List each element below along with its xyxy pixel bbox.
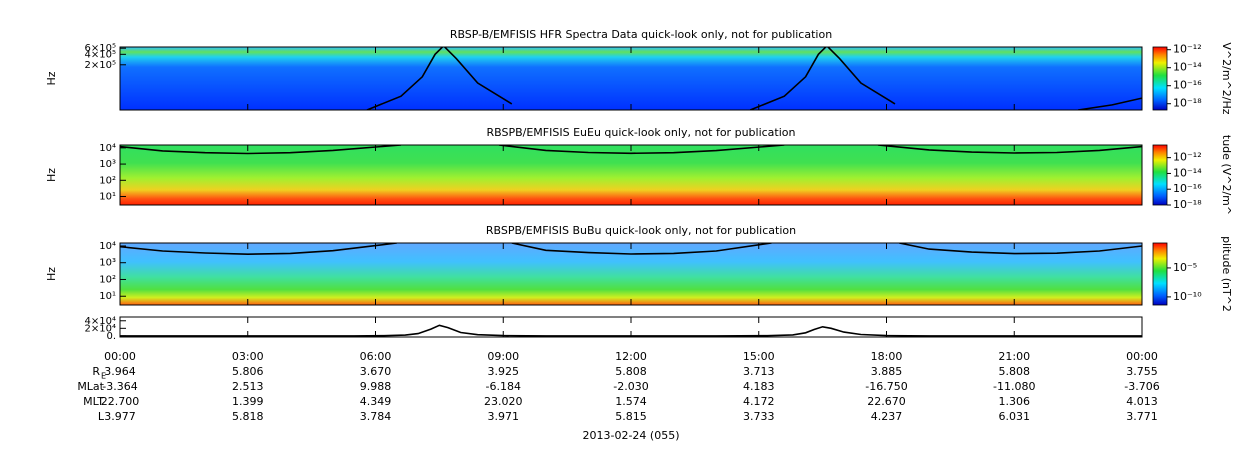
ephemeris-value: 5.815 — [615, 410, 647, 423]
ephemeris-value: 3.784 — [360, 410, 392, 423]
y-tick-label: 10² — [99, 175, 116, 186]
x-tick-label: 15:00 — [743, 350, 775, 363]
colorbar-tick-label: 10⁻¹⁶ — [1173, 182, 1202, 195]
colorbar-tick-label: 10⁻¹⁸ — [1173, 198, 1202, 211]
ephemeris-value: 4.183 — [743, 380, 775, 393]
x-tick-label: 00:00 — [104, 350, 136, 363]
ephemeris-value: 4.237 — [871, 410, 903, 423]
ephemeris-value: 4.349 — [360, 395, 392, 408]
ephemeris-value: 4.013 — [1126, 395, 1158, 408]
ephemeris-value: 1.306 — [999, 395, 1031, 408]
ephemeris-value: 1.574 — [615, 395, 647, 408]
y-tick-label: 4×10⁵ — [85, 49, 116, 60]
y-tick-label: 0. — [106, 331, 116, 342]
y-tick-label: 2×10⁵ — [85, 60, 116, 71]
y-tick-label: 10³ — [99, 159, 116, 170]
y-tick-label: 2×10⁴ — [85, 323, 116, 334]
y-tick-label: 10⁴ — [99, 143, 116, 154]
line-series — [120, 324, 1142, 337]
date-label: 2013-02-24 (055) — [582, 429, 679, 442]
y-tick-label: 10¹ — [99, 192, 116, 203]
colorbar-tick-label: 10⁻¹² — [1173, 151, 1202, 164]
panel-title: RBSPB/EMFISIS BuBu quick-look only, not … — [486, 224, 796, 237]
ephemeris-value: 22.670 — [867, 395, 906, 408]
colorbar — [1152, 46, 1168, 111]
ephemeris-value: -3.706 — [1124, 380, 1159, 393]
colorbar-tick-label: 10⁻¹⁴ — [1173, 61, 1202, 74]
ephemeris-row-label: MLat — [77, 380, 104, 393]
ephemeris-value: 3.885 — [871, 365, 903, 378]
y-axis-label: Hz — [45, 267, 58, 281]
colorbar-label: V^2/m^2/Hz — [1220, 42, 1233, 114]
panel-title: RBSPB/EMFISIS EuEu quick-look only, not … — [486, 126, 795, 139]
ephemeris-value: 5.808 — [999, 365, 1031, 378]
ephemeris-value: 3.971 — [488, 410, 520, 423]
y-tick-label: 4×10⁴ — [85, 316, 116, 327]
x-tick-label: 12:00 — [615, 350, 647, 363]
colorbar-tick-label: 10⁻¹² — [1173, 43, 1202, 56]
ephemeris-value: 3.964 — [104, 365, 136, 378]
overlay-curve — [120, 243, 1142, 256]
ephemeris-value: 4.172 — [743, 395, 775, 408]
ephemeris-row-label: R — [92, 365, 100, 378]
ephemeris-value: 3.755 — [1126, 365, 1158, 378]
ephemeris-value: -6.184 — [486, 380, 521, 393]
colorbar-tick-label: 10⁻¹⁶ — [1173, 79, 1202, 92]
panel-title: RBSP-B/EMFISIS HFR Spectra Data quick-lo… — [450, 28, 832, 41]
ephemeris-value: 3.670 — [360, 365, 392, 378]
ephemeris-value: 3.771 — [1126, 410, 1158, 423]
overlay-curve — [120, 145, 1142, 155]
colorbar-tick-label: 10⁻¹⁰ — [1173, 290, 1202, 303]
colorbar-tick-label: 10⁻⁵ — [1173, 261, 1197, 274]
ephemeris-value: -16.750 — [865, 380, 907, 393]
ephemeris-value: 1.399 — [232, 395, 264, 408]
spectrogram-image — [120, 47, 1142, 110]
y-axis-label: Hz — [45, 71, 58, 85]
colorbar — [1152, 242, 1168, 306]
y-tick-label: 6×10⁵ — [85, 43, 116, 54]
colorbar-tick-label: 10⁻¹⁴ — [1173, 166, 1202, 179]
ephemeris-value: 2.513 — [232, 380, 264, 393]
ephemeris-value: 9.988 — [360, 380, 392, 393]
x-tick-label: 00:00 — [1126, 350, 1158, 363]
ephemeris-row-label: MLT — [83, 395, 104, 408]
ephemeris-value: 3.733 — [743, 410, 775, 423]
ephemeris-value: 3.977 — [104, 410, 136, 423]
colorbar-tick-label: 10⁻¹⁸ — [1173, 97, 1202, 110]
ephemeris-row-sub: E — [101, 372, 106, 381]
ephemeris-row-label: L — [98, 410, 105, 423]
ephemeris-value: 5.818 — [232, 410, 264, 423]
y-tick-label: 10¹ — [99, 291, 116, 302]
ephemeris-value: -3.364 — [102, 380, 137, 393]
x-tick-label: 06:00 — [360, 350, 392, 363]
overlay-curve — [366, 47, 1142, 110]
ephemeris-value: 23.020 — [484, 395, 523, 408]
colorbar-label: plitude (nT^2 — [1220, 236, 1233, 312]
ephemeris-value: -2.030 — [613, 380, 648, 393]
colorbar — [1152, 144, 1168, 206]
ephemeris-value: 5.806 — [232, 365, 264, 378]
y-axis-label: Hz — [45, 168, 58, 182]
y-tick-label: 10⁴ — [99, 241, 116, 252]
ephemeris-value: 6.031 — [999, 410, 1031, 423]
spectrogram-image — [120, 145, 1142, 205]
ephemeris-value: 3.925 — [488, 365, 520, 378]
ephemeris-value: 22.700 — [101, 395, 140, 408]
y-tick-label: 10² — [99, 274, 116, 285]
ephemeris-value: 3.713 — [743, 365, 775, 378]
x-tick-label: 03:00 — [232, 350, 264, 363]
x-tick-label: 18:00 — [871, 350, 903, 363]
colorbar-label: tude (V^2/m^ — [1220, 135, 1233, 215]
ephemeris-value: 5.808 — [615, 365, 647, 378]
ephemeris-value: -11.080 — [993, 380, 1035, 393]
x-tick-label: 21:00 — [998, 350, 1030, 363]
y-tick-label: 10³ — [99, 258, 116, 269]
x-tick-label: 09:00 — [487, 350, 519, 363]
